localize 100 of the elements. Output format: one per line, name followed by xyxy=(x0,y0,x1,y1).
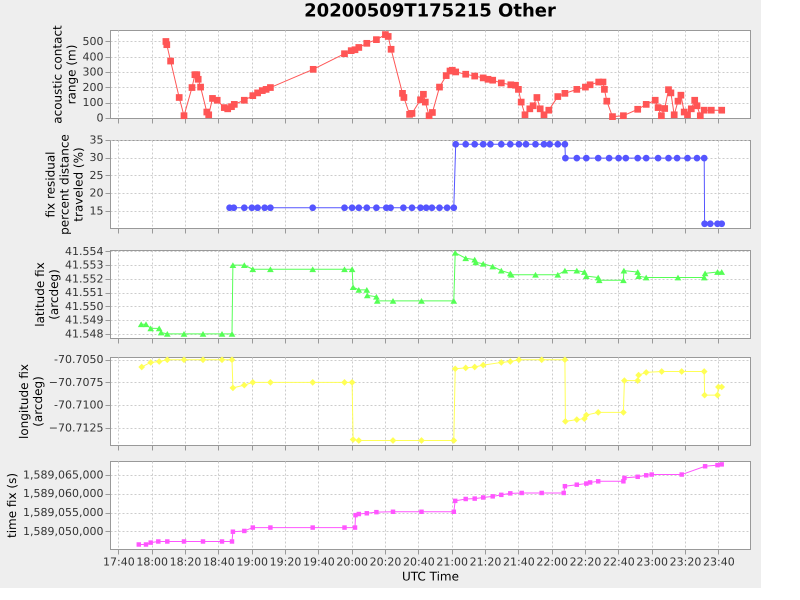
point xyxy=(249,266,256,272)
point xyxy=(615,154,622,162)
point xyxy=(228,330,236,337)
y-tick-label: -70.7100 xyxy=(54,398,104,412)
x-tick-label: 23:00 xyxy=(636,556,668,568)
x-tick-label: 22:40 xyxy=(603,556,635,568)
point xyxy=(506,140,514,148)
point xyxy=(452,365,459,372)
point xyxy=(620,277,627,284)
point xyxy=(665,154,672,162)
point xyxy=(498,359,505,366)
point xyxy=(462,140,470,148)
point xyxy=(363,204,370,212)
point xyxy=(498,140,505,148)
y-axis-title: time fix (s) xyxy=(5,472,20,538)
point xyxy=(480,140,487,148)
point xyxy=(700,154,708,162)
point xyxy=(642,154,650,162)
point xyxy=(418,298,425,304)
point xyxy=(718,269,726,275)
point xyxy=(701,392,708,398)
point xyxy=(341,379,348,386)
y-tick-label: 0 xyxy=(96,112,104,124)
point xyxy=(538,356,546,364)
x-axis-title: UTC Time xyxy=(402,570,459,584)
x-tick-label: 18:20 xyxy=(170,556,202,568)
x-tick-label: 20:00 xyxy=(336,556,368,568)
point xyxy=(240,204,248,212)
point xyxy=(506,358,514,365)
x-tick-label: 17:40 xyxy=(103,556,135,568)
point xyxy=(581,269,588,275)
point xyxy=(267,379,274,386)
point xyxy=(363,286,370,293)
point xyxy=(450,437,458,444)
y-axis-title: fix residual percent distance traveled (%) xyxy=(44,134,86,235)
point xyxy=(240,262,248,268)
point xyxy=(714,392,721,398)
point xyxy=(267,204,274,212)
y-tick-label: −70.7075 xyxy=(48,376,104,389)
point xyxy=(522,140,530,148)
point xyxy=(532,140,539,148)
y-tick-label: 41.553 xyxy=(65,258,104,272)
point xyxy=(471,364,478,370)
point xyxy=(452,250,459,256)
point xyxy=(164,356,171,364)
y-tick-label: 1,589,065,000 xyxy=(23,468,104,482)
point xyxy=(701,220,708,228)
point xyxy=(355,286,362,293)
point xyxy=(348,266,356,272)
point xyxy=(348,379,356,386)
y-tick-label: 15 xyxy=(90,204,104,218)
point xyxy=(387,204,394,212)
point xyxy=(230,384,236,392)
point xyxy=(267,266,274,272)
point xyxy=(540,140,548,148)
point xyxy=(450,298,458,304)
x-tick-label: 20:20 xyxy=(370,556,402,568)
point xyxy=(444,204,450,212)
point xyxy=(364,292,371,298)
point xyxy=(562,356,568,364)
y-tick-label: −70.7125 xyxy=(48,421,104,434)
point xyxy=(684,154,691,162)
point xyxy=(164,330,171,337)
y-tick-label: 30 xyxy=(90,151,104,164)
point xyxy=(240,382,248,388)
point xyxy=(230,262,236,268)
point xyxy=(554,272,562,278)
point xyxy=(355,437,362,444)
point xyxy=(355,204,362,212)
point xyxy=(620,408,627,416)
x-tick-label: 19:00 xyxy=(236,556,268,568)
point xyxy=(254,204,261,212)
point xyxy=(228,356,236,364)
y-tick-label: 1,589,060,000 xyxy=(23,487,104,500)
x-tick-label: 19:40 xyxy=(303,556,335,568)
point xyxy=(218,356,226,364)
point xyxy=(554,140,562,148)
point xyxy=(450,204,458,212)
point xyxy=(400,204,407,212)
point xyxy=(674,274,682,280)
point xyxy=(200,356,206,364)
point xyxy=(480,362,487,369)
point xyxy=(390,437,396,444)
point xyxy=(498,268,505,274)
y-tick-label: 25 xyxy=(90,168,104,182)
y-tick-label: 41.548 xyxy=(65,327,104,340)
point xyxy=(218,330,226,337)
x-tick-label: 22:00 xyxy=(536,556,568,568)
y-tick-label: 41.550 xyxy=(65,300,104,313)
point xyxy=(562,418,569,425)
point xyxy=(594,408,602,416)
point xyxy=(428,204,436,212)
point xyxy=(546,140,554,148)
point xyxy=(606,154,612,162)
point xyxy=(156,358,163,365)
x-tick-label: 21:20 xyxy=(470,556,502,568)
chart-title: 20200509T175215 Other xyxy=(304,0,556,22)
point xyxy=(341,204,348,212)
point xyxy=(658,368,666,375)
point xyxy=(634,377,642,384)
